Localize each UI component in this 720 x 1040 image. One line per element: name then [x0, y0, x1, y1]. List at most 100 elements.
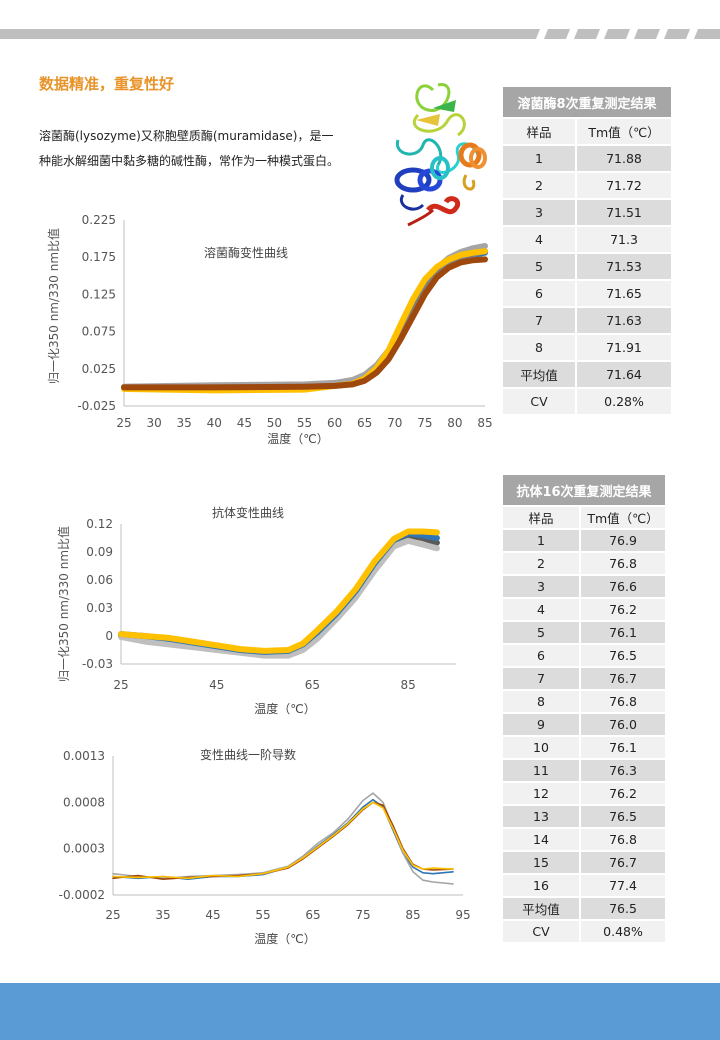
- table-cell-sample: 5: [503, 622, 581, 645]
- x-tick-label: 80: [447, 416, 462, 430]
- x-tick-label: 95: [455, 908, 470, 922]
- table-cell-tm: 76.7: [581, 852, 665, 875]
- chart-xlabel: 温度（℃）: [267, 431, 328, 446]
- table-cell-sample: 6: [503, 645, 581, 668]
- table-row: 8 71.91: [503, 335, 671, 362]
- y-tick-label: 0.12: [86, 517, 113, 531]
- x-tick-label: 85: [401, 678, 416, 692]
- x-tick-label: 75: [417, 416, 432, 430]
- y-tick-label: -0.03: [82, 657, 113, 671]
- y-tick-label: 0.0013: [63, 749, 105, 763]
- y-tick-label: 0.075: [82, 325, 116, 339]
- table-cell-sample: 10: [503, 737, 581, 760]
- table-cell-tm: 71.51: [577, 200, 671, 227]
- table-cell-tm: 71.53: [577, 254, 671, 281]
- table-row: 8 76.8: [503, 691, 665, 714]
- intro-line-1: 溶菌酶(lysozyme)又称胞壁质酶(muramidase)，是一: [39, 129, 334, 143]
- series-line: [121, 256, 488, 391]
- table-row: 2 76.8: [503, 553, 665, 576]
- table-cell-tm: 77.4: [581, 875, 665, 898]
- x-tick-label: 65: [357, 416, 372, 430]
- lysozyme-structure-image: [394, 83, 487, 227]
- x-tick-label: 25: [113, 678, 128, 692]
- table-cell-tm: 76.5: [581, 898, 665, 921]
- table-cell-tm: 71.88: [577, 146, 671, 173]
- table-row: 6 71.65: [503, 281, 671, 308]
- derivative-chart: 变性曲线一阶导数 温度（℃） 25 35 45 55 65 75 85 95 -0.0002 0.…: [59, 747, 471, 946]
- chart-xlabel: 温度（℃）: [254, 931, 315, 946]
- x-tick-label: 50: [267, 416, 282, 430]
- table-cell-tm: 76.1: [581, 622, 665, 645]
- chart-ylabel: 归一化350 nm/330 nm比值: [56, 526, 71, 682]
- table-row: CV 0.48%: [503, 921, 665, 944]
- intro-text: 溶菌酶(lysozyme)又称胞壁质酶(muramidase)，是一 种能水解细…: [39, 124, 379, 174]
- table-row: 1 76.9: [503, 530, 665, 553]
- table-header-sample: 样品: [503, 507, 581, 530]
- table-cell-sample: 4: [503, 227, 577, 254]
- x-tick-label: 85: [477, 416, 492, 430]
- x-tick-label: 45: [205, 908, 220, 922]
- table-cell-sample: 3: [503, 576, 581, 599]
- series-line: [112, 792, 454, 885]
- table-row: 3 76.6: [503, 576, 665, 599]
- table-row: 9 76.0: [503, 714, 665, 737]
- table-cell-sample: 2: [503, 553, 581, 576]
- table-row: 6 76.5: [503, 645, 665, 668]
- table-cell-sample: 12: [503, 783, 581, 806]
- y-tick-label: 0.175: [82, 250, 116, 264]
- antibody-denaturation-chart: 抗体变性曲线 温度（℃） 归一化350 nm/330 nm比值 25 45 65 85…: [56, 505, 456, 716]
- x-tick-label: 65: [305, 678, 320, 692]
- x-tick-label: 30: [146, 416, 161, 430]
- table-row: 13 76.5: [503, 806, 665, 829]
- table-cell-tm: 76.6: [581, 576, 665, 599]
- x-tick-label: 70: [387, 416, 402, 430]
- table-cell-sample: CV: [503, 921, 581, 944]
- table-row: 平均值 76.5: [503, 898, 665, 921]
- y-tick-label: 0: [105, 629, 113, 643]
- table-cell-sample: 7: [503, 308, 577, 335]
- table-cell-tm: 0.28%: [577, 389, 671, 416]
- table-cell-tm: 76.8: [581, 691, 665, 714]
- y-tick-label: 0.06: [86, 573, 113, 587]
- table-row: 14 76.8: [503, 829, 665, 852]
- table-cell-tm: 76.2: [581, 783, 665, 806]
- x-tick-label: 65: [305, 908, 320, 922]
- series-line: [121, 248, 488, 394]
- table-cell-sample: 4: [503, 599, 581, 622]
- x-tick-label: 45: [237, 416, 252, 430]
- table-row: 平均值 71.64: [503, 362, 671, 389]
- table-cell-sample: 9: [503, 714, 581, 737]
- chart-ylabel: 归一化350 nm/330 nm比值: [46, 228, 61, 384]
- table-cell-tm: 76.3: [581, 760, 665, 783]
- table-row: 4 76.2: [503, 599, 665, 622]
- antibody-tm-table: 抗体16次重复测定结果 样品 Tm值（℃） 1 76.9 2 76.8 3 76.6 4 76…: [503, 475, 665, 944]
- table-row: 4 71.3: [503, 227, 671, 254]
- x-tick-label: 25: [105, 908, 120, 922]
- table-cell-tm: 76.5: [581, 806, 665, 829]
- x-tick-label: 25: [116, 416, 131, 430]
- y-tick-label: 0.03: [86, 601, 113, 615]
- table-cell-tm: 71.72: [577, 173, 671, 200]
- lysozyme-tm-table: 溶菌酶8次重复测定结果 样品 Tm值（℃） 1 71.88 2 71.72 3 71.51…: [503, 87, 671, 416]
- table-cell-sample: CV: [503, 389, 577, 416]
- table-row: 5 71.53: [503, 254, 671, 281]
- chart-xlabel: 温度（℃）: [254, 701, 315, 716]
- table-row: 11 76.3: [503, 760, 665, 783]
- table-cell-sample: 2: [503, 173, 577, 200]
- top-stripe: [0, 29, 720, 39]
- series-line: [121, 243, 488, 390]
- table-cell-sample: 1: [503, 146, 577, 173]
- y-tick-label: 0.09: [86, 545, 113, 559]
- table-cell-tm: 76.8: [581, 829, 665, 852]
- table-cell-tm: 71.63: [577, 308, 671, 335]
- series-line: [118, 537, 440, 659]
- table-cell-sample: 11: [503, 760, 581, 783]
- table-row: 12 76.2: [503, 783, 665, 806]
- table-cell-sample: 6: [503, 281, 577, 308]
- series-line: [112, 801, 454, 880]
- table-cell-sample: 平均值: [503, 898, 581, 921]
- table-cell-tm: 76.2: [581, 599, 665, 622]
- table-cell-sample: 平均值: [503, 362, 577, 389]
- table-cell-tm: 76.1: [581, 737, 665, 760]
- table-cell-sample: 8: [503, 335, 577, 362]
